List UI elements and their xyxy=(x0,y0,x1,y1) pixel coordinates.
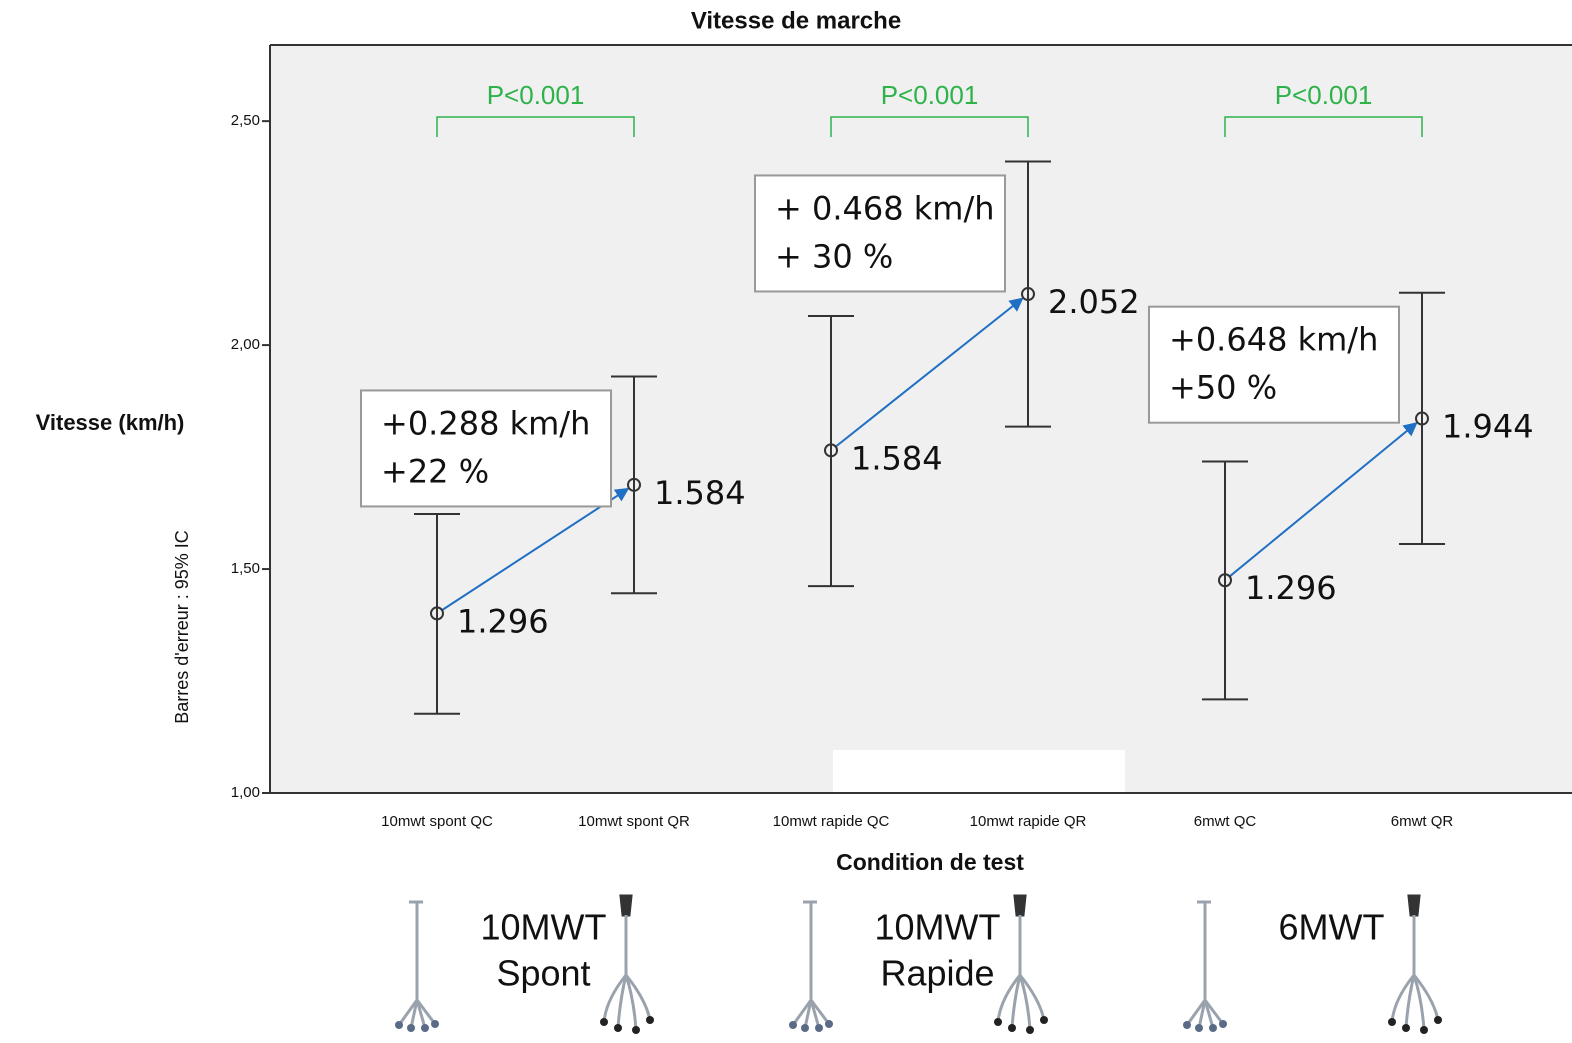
x-tick-label: 10mwt rapide QC xyxy=(773,813,890,830)
cane-foot xyxy=(1040,1016,1048,1024)
change-text: + 30 % xyxy=(775,237,893,275)
cane-part xyxy=(1390,915,1440,1031)
cane-foot xyxy=(1402,1024,1410,1032)
cane-icon xyxy=(395,900,439,1032)
bracket xyxy=(1224,116,1423,137)
cane-foot xyxy=(801,1024,809,1032)
cane-foot xyxy=(815,1024,823,1032)
y-tick-label: 1,50 xyxy=(231,560,260,577)
point-label: 1.584 xyxy=(851,439,943,477)
cane-icon xyxy=(789,900,833,1032)
cane-foot xyxy=(646,1016,654,1024)
group-label: 6MWT xyxy=(1279,907,1385,948)
group-label: Rapide xyxy=(880,953,994,994)
cane-part xyxy=(996,915,1046,1031)
change-box xyxy=(360,389,612,508)
cane-foot xyxy=(1209,1024,1217,1032)
cane-foot xyxy=(395,1021,403,1029)
bracket xyxy=(436,116,635,137)
change-arrow xyxy=(1229,422,1418,578)
point-label: 1.296 xyxy=(1245,569,1337,607)
x-tick-label: 6mwt QR xyxy=(1391,813,1454,830)
cane-foot xyxy=(1008,1024,1016,1032)
mask xyxy=(833,750,1125,793)
cane-foot xyxy=(1026,1026,1034,1034)
p-value: P<0.001 xyxy=(1275,80,1373,110)
bracket xyxy=(830,116,1029,137)
cane-icon xyxy=(1388,894,1442,1034)
x-tick-label: 10mwt spont QC xyxy=(381,813,493,830)
change-text: +50 % xyxy=(1169,369,1277,407)
cane-foot xyxy=(789,1021,797,1029)
mean-point xyxy=(430,606,444,621)
cane-icon xyxy=(994,894,1048,1034)
group-label: 10MWT xyxy=(481,907,607,948)
change-box xyxy=(1148,305,1400,424)
x-tick-label: 6mwt QC xyxy=(1194,813,1257,830)
change-box xyxy=(754,174,1006,293)
change-text: + 0.468 km/h xyxy=(775,189,995,227)
cane-foot xyxy=(431,1020,439,1028)
cane-part xyxy=(397,900,437,1029)
change-text: +0.288 km/h xyxy=(381,404,590,442)
mean-point xyxy=(824,443,838,458)
cane-foot xyxy=(825,1020,833,1028)
y-axis-title: Vitesse (km/h) xyxy=(36,410,185,435)
point-label: 1.584 xyxy=(654,474,746,512)
cane-foot xyxy=(407,1024,415,1032)
change-text: +22 % xyxy=(381,452,489,490)
x-axis-title: Condition de test xyxy=(836,849,1024,875)
cane-foot xyxy=(1195,1024,1203,1032)
cane-part xyxy=(1185,900,1225,1029)
group-label: 10MWT xyxy=(875,907,1001,948)
change-text: +0.648 km/h xyxy=(1169,321,1378,359)
cane-foot xyxy=(600,1018,608,1026)
y-axis-subtitle: Barres d'erreur : 95% IC xyxy=(172,530,192,724)
y-tick-label: 2,50 xyxy=(231,112,260,129)
cane-foot xyxy=(614,1024,622,1032)
cane-handle xyxy=(619,894,633,917)
change-arrow xyxy=(835,297,1024,448)
cane-foot xyxy=(1434,1016,1442,1024)
cane-foot xyxy=(994,1018,1002,1026)
cane-icon xyxy=(1183,900,1227,1032)
cane-handle xyxy=(1013,894,1027,917)
y-tick-label: 2,00 xyxy=(231,336,260,353)
point-label: 1.296 xyxy=(457,602,549,640)
cane-foot xyxy=(1183,1021,1191,1029)
y-tick-label: 1,00 xyxy=(231,784,260,801)
p-value: P<0.001 xyxy=(881,80,979,110)
cane-handle xyxy=(1407,894,1421,917)
mean-point xyxy=(1415,411,1429,426)
cane-foot xyxy=(421,1024,429,1032)
group-label: Spont xyxy=(496,953,590,994)
point-label: 2.052 xyxy=(1048,283,1140,321)
cane-foot xyxy=(1388,1018,1396,1026)
mean-point xyxy=(1218,573,1232,588)
mean-point xyxy=(627,477,641,492)
cane-part xyxy=(602,915,652,1031)
cane-foot xyxy=(1219,1020,1227,1028)
x-tick-label: 10mwt rapide QR xyxy=(970,813,1087,830)
cane-foot xyxy=(1420,1026,1428,1034)
change-arrow xyxy=(441,487,630,611)
p-value: P<0.001 xyxy=(487,80,585,110)
chart-title: Vitesse de marche xyxy=(691,7,901,34)
point-label: 1.944 xyxy=(1442,408,1534,446)
mean-point xyxy=(1021,287,1035,302)
cane-foot xyxy=(632,1026,640,1034)
cane-icon xyxy=(600,894,654,1034)
x-tick-label: 10mwt spont QR xyxy=(578,813,690,830)
cane-part xyxy=(791,900,831,1029)
